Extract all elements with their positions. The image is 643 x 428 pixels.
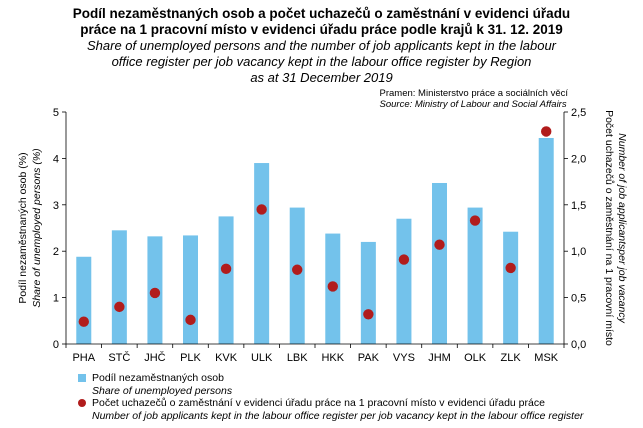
x-tick-label: PLK — [180, 352, 201, 364]
legend: Podíl nezaměstnaných osob Share of unemp… — [78, 372, 583, 422]
left-y-tick-label: 0 — [53, 339, 59, 351]
source-en: Source: Ministry of Labour and Social Af… — [379, 99, 567, 110]
bar-series — [76, 137, 554, 344]
legend-bar-row-en: Share of unemployed persons — [78, 385, 583, 398]
x-tick-label: ULK — [251, 352, 273, 364]
bar-PAK — [360, 241, 376, 344]
dot-KVK — [220, 263, 232, 275]
bar-LBK — [289, 207, 305, 344]
dot-series — [78, 126, 552, 327]
legend-bar-label-en: Share of unemployed persons — [92, 384, 233, 397]
bar-OLK — [467, 207, 483, 344]
right-y-tick-label: 2,0 — [571, 153, 586, 165]
x-tick-label: LBK — [287, 352, 308, 364]
dot-OLK — [469, 215, 481, 226]
left-y-tick-label: 4 — [53, 153, 59, 165]
x-tick-label: PHA — [72, 352, 95, 364]
dot-LBK — [292, 264, 303, 275]
right-axis-title-en: Number of job applicantsper job vacancy — [616, 133, 628, 323]
x-tick-label: JHČ — [144, 351, 165, 364]
dot-JHČ — [149, 287, 161, 299]
dot-ZLK — [505, 262, 516, 274]
legend-bar-swatch — [78, 374, 86, 382]
x-tick-label: KVK — [215, 352, 238, 364]
axes — [65, 112, 565, 345]
x-tick-label: VYS — [393, 352, 415, 364]
x-tick-label: HKK — [321, 352, 344, 364]
dot-VYS — [398, 254, 410, 265]
x-tick-label: OLK — [464, 352, 487, 364]
dot-MSK — [541, 126, 552, 137]
bar-ZLK — [503, 231, 519, 344]
dot-STČ — [114, 301, 125, 313]
right-y-tick-label: 1,5 — [571, 200, 586, 212]
x-tick-label: JHM — [428, 352, 451, 364]
x-tick-label: STČ — [108, 351, 130, 364]
title-en-line-1: Share of unemployed persons and the numb… — [86, 38, 557, 53]
chart-title-block: Podíl nezaměstnaných osob a počet uchaze… — [0, 6, 643, 86]
tick-labels: PHA STČ JHČ PLK KVK ULK LBK HKK PAK VYS JHM OLK ZLK M… — [53, 107, 586, 364]
left-y-tick-label: 5 — [53, 107, 59, 119]
bar-PLK — [183, 235, 198, 344]
dot-JHM — [434, 239, 445, 250]
bar-ULK — [254, 163, 270, 344]
legend-dot-row: Počet uchazečů o zaměstnání v evidenci ú… — [78, 397, 583, 410]
left-axis-title-cz: Podíl nezaměstnaných osob (%) — [17, 152, 29, 303]
axis-ticks — [62, 111, 568, 348]
legend-bar-row: Podíl nezaměstnaných osob — [78, 372, 583, 385]
legend-dot-row-en: Number of job applicants kept in the lab… — [78, 410, 583, 423]
title-en-line-2: office register per job vacancy kept in … — [111, 54, 532, 69]
left-y-tick-label: 1 — [53, 293, 59, 305]
dot-ULK — [256, 204, 267, 215]
source-note: Pramen: Ministerstvo práce a sociálních … — [380, 88, 569, 110]
bar-JHM — [432, 182, 447, 344]
dot-PLK — [185, 314, 196, 326]
bar-KVK — [218, 216, 234, 344]
x-tick-label: MSK — [534, 352, 559, 364]
title-cz-line-2: práce na 1 pracovní místo v evidenci úřa… — [80, 22, 563, 37]
left-y-tick-label: 3 — [53, 200, 59, 212]
legend-dot-label-en: Number of job applicants kept in the lab… — [92, 409, 584, 422]
bar-PHA — [76, 256, 92, 344]
x-tick-label: ZLK — [501, 352, 522, 364]
title-cz-line-1: Podíl nezaměstnaných osob a počet uchaze… — [72, 6, 571, 21]
dot-HKK — [327, 281, 338, 292]
legend-dot-swatch — [78, 399, 86, 407]
right-y-tick-label: 0,0 — [571, 339, 586, 351]
dot-PAK — [363, 309, 374, 320]
left-axis-title-en: Share of unemployed persons (%) — [31, 148, 43, 307]
legend-dot-label-cz: Počet uchazečů o zaměstnání v evidenci ú… — [92, 397, 545, 409]
bar-MSK — [538, 137, 554, 344]
x-tick-label: PAK — [358, 352, 380, 364]
legend-bar-label-cz: Podíl nezaměstnaných osob — [92, 372, 224, 384]
right-y-tick-label: 0,5 — [571, 293, 586, 305]
right-y-tick-label: 1,0 — [571, 246, 586, 258]
bar-VYS — [396, 218, 412, 344]
dot-PHA — [78, 316, 89, 327]
bar-STČ — [111, 230, 127, 344]
right-y-tick-label: 2,5 — [571, 107, 586, 119]
right-axis-title-cz: Počet uchazečů o zaměstnání na 1 pracovn… — [603, 110, 615, 346]
title-en-line-3: as at 31 December 2019 — [250, 70, 393, 85]
source-cz: Pramen: Ministerstvo práce a sociálních … — [379, 88, 569, 99]
left-y-tick-label: 2 — [53, 246, 59, 258]
